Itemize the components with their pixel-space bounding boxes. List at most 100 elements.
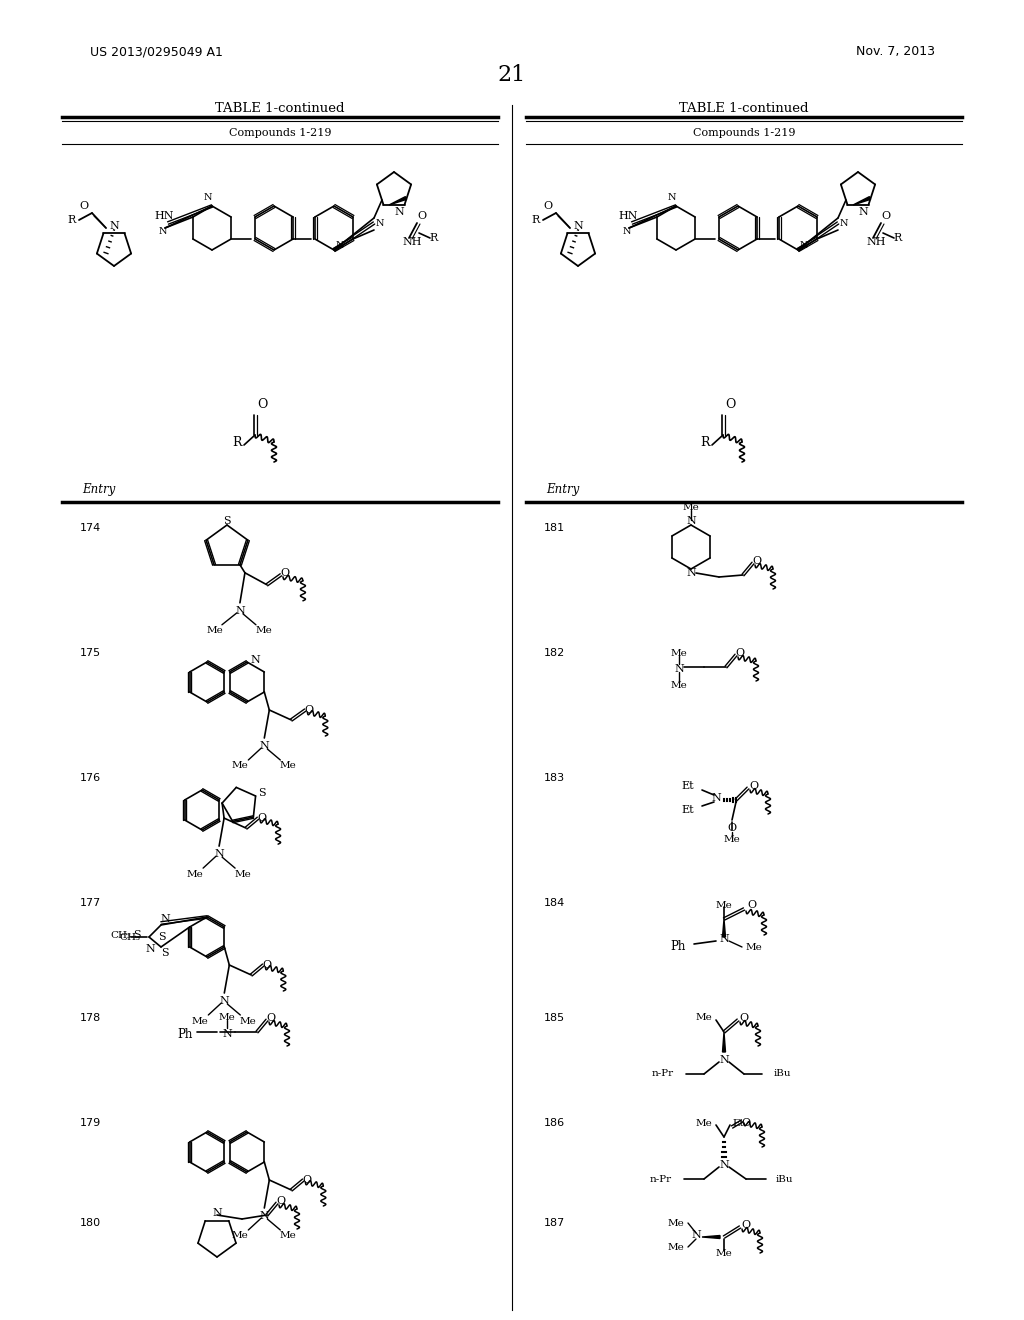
Text: Et: Et <box>681 805 694 814</box>
Text: Compounds 1-219: Compounds 1-219 <box>693 128 796 139</box>
Text: R: R <box>430 234 438 243</box>
Text: 21: 21 <box>498 63 526 86</box>
Text: O: O <box>418 211 427 220</box>
Text: S: S <box>258 788 266 799</box>
Text: N: N <box>719 1055 729 1065</box>
Text: 182: 182 <box>544 648 565 657</box>
Text: N: N <box>259 741 269 751</box>
Text: Me: Me <box>668 1218 684 1228</box>
Polygon shape <box>702 1236 720 1238</box>
Text: CH₃: CH₃ <box>111 931 131 940</box>
Text: R: R <box>232 437 242 450</box>
Text: 180: 180 <box>80 1218 101 1228</box>
Polygon shape <box>389 197 407 205</box>
Text: N: N <box>376 219 384 228</box>
Text: N: N <box>719 1160 729 1170</box>
Text: N: N <box>110 220 119 231</box>
Text: n-Pr: n-Pr <box>652 1069 674 1078</box>
Text: Me: Me <box>191 1016 209 1026</box>
Text: Me: Me <box>695 1118 712 1127</box>
Text: N: N <box>219 997 229 1006</box>
Text: O: O <box>741 1118 751 1129</box>
Text: N: N <box>573 220 583 231</box>
Text: Me: Me <box>716 900 732 909</box>
Text: Nov. 7, 2013: Nov. 7, 2013 <box>856 45 935 58</box>
Text: S: S <box>161 948 169 958</box>
Text: Me: Me <box>219 1014 236 1023</box>
Text: N: N <box>858 207 868 216</box>
Text: NH: NH <box>866 238 886 247</box>
Text: N: N <box>204 194 212 202</box>
Text: O: O <box>80 201 88 211</box>
Text: Me: Me <box>207 626 223 635</box>
Text: S: S <box>158 932 166 942</box>
Text: O: O <box>258 813 266 824</box>
Text: N: N <box>160 913 170 924</box>
Text: N: N <box>336 242 344 251</box>
Text: N: N <box>222 1030 231 1039</box>
Text: R: R <box>68 215 76 224</box>
Text: Me: Me <box>280 762 297 771</box>
Text: TABLE 1-continued: TABLE 1-continued <box>215 102 345 115</box>
Text: N: N <box>259 1210 269 1221</box>
Text: iBu: iBu <box>774 1069 792 1078</box>
Text: O: O <box>882 211 891 220</box>
Text: N: N <box>840 219 848 228</box>
Text: N: N <box>236 606 245 616</box>
Text: O: O <box>750 781 759 791</box>
Text: Me: Me <box>232 1232 249 1241</box>
Text: Me: Me <box>695 1014 712 1023</box>
Text: R: R <box>531 215 540 224</box>
Text: O: O <box>281 568 290 578</box>
Text: Me: Me <box>240 1016 257 1026</box>
Text: Entry: Entry <box>546 483 580 496</box>
Text: 179: 179 <box>80 1118 101 1129</box>
Text: NH: NH <box>402 238 422 247</box>
Polygon shape <box>853 197 870 205</box>
Text: 184: 184 <box>544 898 565 908</box>
Text: N: N <box>668 194 676 202</box>
Text: O: O <box>305 705 314 715</box>
Polygon shape <box>723 1032 725 1052</box>
Text: O: O <box>276 1196 286 1206</box>
Text: N: N <box>686 516 696 525</box>
Text: N: N <box>691 1230 700 1239</box>
Text: R: R <box>700 437 710 450</box>
Text: 187: 187 <box>544 1218 565 1228</box>
Text: N: N <box>686 568 696 578</box>
Text: Me: Me <box>671 681 687 689</box>
Text: O: O <box>735 648 744 657</box>
Text: Me: Me <box>716 1249 732 1258</box>
Text: Me: Me <box>724 836 740 845</box>
Text: Et: Et <box>732 1118 743 1127</box>
Text: N: N <box>394 207 403 216</box>
Text: TABLE 1-continued: TABLE 1-continued <box>679 102 809 115</box>
Text: 183: 183 <box>544 774 565 783</box>
Text: n-Pr: n-Pr <box>650 1175 672 1184</box>
Text: Me: Me <box>746 942 763 952</box>
Text: HN: HN <box>155 211 174 220</box>
Text: O: O <box>727 822 736 833</box>
Text: Me: Me <box>668 1242 684 1251</box>
Text: N: N <box>711 793 721 803</box>
Text: N: N <box>719 935 729 944</box>
Text: 176: 176 <box>80 774 101 783</box>
Text: O: O <box>303 1175 312 1185</box>
Text: O: O <box>266 1012 275 1023</box>
Text: Me: Me <box>232 762 249 771</box>
Text: HN: HN <box>618 211 638 220</box>
Text: iBu: iBu <box>776 1175 794 1184</box>
Text: Me: Me <box>671 648 687 657</box>
Text: 186: 186 <box>544 1118 565 1129</box>
Text: O: O <box>257 399 267 412</box>
Text: CH₃: CH₃ <box>119 932 140 941</box>
Text: Et: Et <box>681 781 694 791</box>
Text: N: N <box>674 664 684 675</box>
Text: 181: 181 <box>544 523 565 533</box>
Text: Me: Me <box>234 870 252 879</box>
Text: O: O <box>725 399 735 412</box>
Text: O: O <box>748 900 757 909</box>
Text: Ph: Ph <box>671 940 686 953</box>
Text: N: N <box>145 944 155 954</box>
Text: Entry: Entry <box>82 483 116 496</box>
